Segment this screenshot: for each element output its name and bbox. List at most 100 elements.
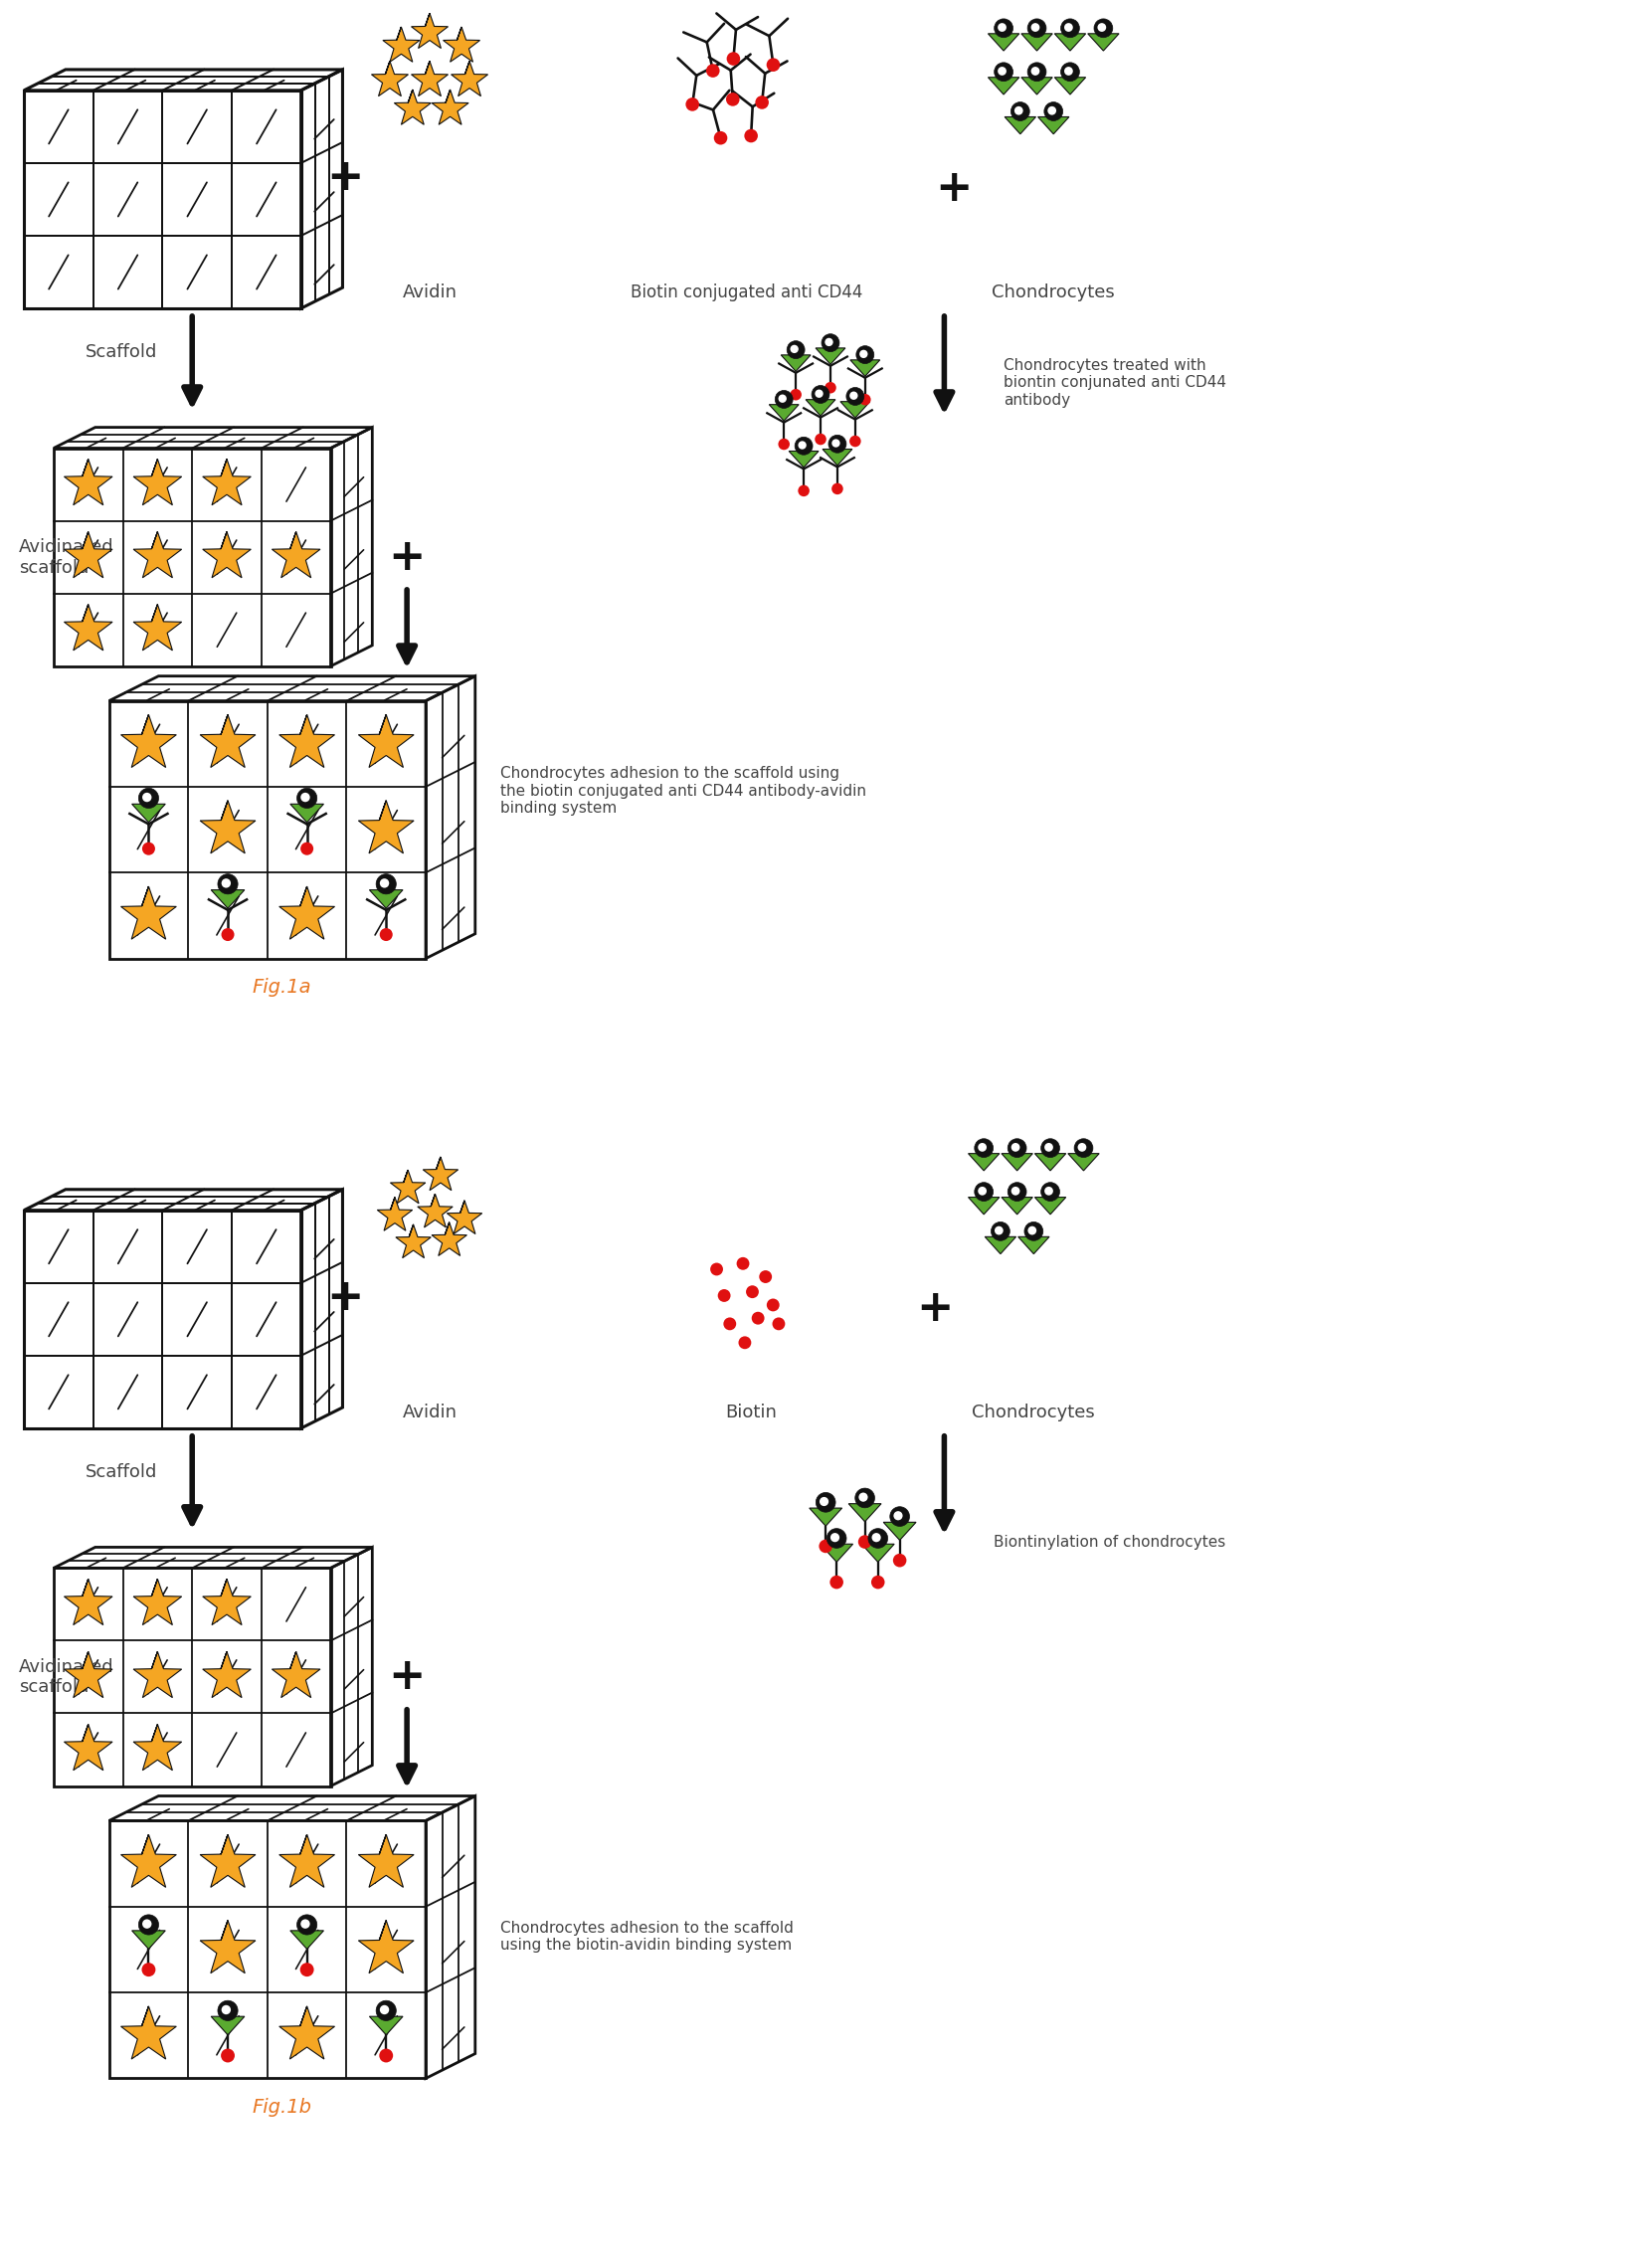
Circle shape — [849, 392, 857, 399]
Polygon shape — [134, 460, 182, 505]
Circle shape — [894, 1553, 907, 1567]
Circle shape — [831, 482, 843, 494]
Circle shape — [795, 437, 813, 455]
Polygon shape — [203, 1652, 251, 1697]
Text: Biotin: Biotin — [725, 1404, 776, 1422]
Circle shape — [1061, 18, 1079, 38]
Circle shape — [814, 390, 823, 397]
Circle shape — [859, 394, 871, 406]
Text: +: + — [915, 1287, 953, 1330]
Text: Avidinated
scaffold: Avidinated scaffold — [18, 1657, 114, 1697]
Polygon shape — [358, 715, 415, 766]
Polygon shape — [862, 1544, 894, 1562]
Polygon shape — [849, 1503, 881, 1521]
Polygon shape — [988, 34, 1019, 52]
Circle shape — [221, 2049, 235, 2062]
Polygon shape — [1021, 34, 1052, 52]
Text: Chondrocytes: Chondrocytes — [991, 284, 1115, 302]
Circle shape — [829, 1576, 843, 1589]
Polygon shape — [200, 800, 256, 854]
Text: Fig.1a: Fig.1a — [253, 978, 312, 996]
Circle shape — [301, 793, 311, 802]
Circle shape — [846, 388, 864, 406]
Polygon shape — [370, 890, 403, 908]
Circle shape — [301, 1918, 311, 1929]
Polygon shape — [64, 1652, 112, 1697]
Polygon shape — [1001, 1197, 1032, 1215]
Text: +: + — [327, 1276, 363, 1319]
Text: Avidin: Avidin — [403, 1404, 458, 1422]
Polygon shape — [816, 347, 846, 365]
Polygon shape — [134, 1578, 182, 1625]
Polygon shape — [358, 800, 415, 854]
Circle shape — [767, 1298, 780, 1312]
Circle shape — [849, 435, 861, 446]
Polygon shape — [985, 1237, 1016, 1253]
Circle shape — [1074, 1138, 1094, 1156]
Polygon shape — [968, 1154, 999, 1170]
Circle shape — [778, 440, 790, 451]
Text: +: + — [327, 156, 363, 198]
Text: Biontinylation of chondrocytes: Biontinylation of chondrocytes — [995, 1535, 1226, 1551]
Circle shape — [828, 435, 846, 453]
Polygon shape — [1001, 1154, 1032, 1170]
Polygon shape — [968, 1197, 999, 1215]
Circle shape — [737, 1258, 750, 1269]
Polygon shape — [1067, 1154, 1099, 1170]
Polygon shape — [823, 449, 852, 467]
Polygon shape — [790, 451, 819, 467]
Circle shape — [717, 1289, 730, 1303]
Text: Biotin conjugated anti CD44: Biotin conjugated anti CD44 — [631, 284, 862, 302]
Circle shape — [1031, 23, 1039, 32]
Circle shape — [1041, 1183, 1059, 1201]
Circle shape — [859, 1492, 867, 1501]
Polygon shape — [279, 715, 335, 766]
Polygon shape — [358, 1920, 415, 1972]
Polygon shape — [279, 2006, 335, 2060]
Circle shape — [975, 1183, 993, 1201]
Circle shape — [857, 1535, 872, 1548]
Circle shape — [978, 1143, 986, 1152]
Polygon shape — [132, 1932, 165, 1950]
Circle shape — [221, 879, 231, 888]
Circle shape — [872, 1533, 881, 1542]
Polygon shape — [121, 2006, 177, 2060]
Circle shape — [1024, 1222, 1042, 1240]
Circle shape — [727, 52, 740, 65]
Polygon shape — [423, 1156, 458, 1190]
Circle shape — [814, 433, 826, 444]
Circle shape — [380, 2049, 393, 2062]
Circle shape — [1064, 68, 1072, 74]
Circle shape — [819, 1539, 833, 1553]
Circle shape — [1044, 101, 1062, 122]
Polygon shape — [1034, 1154, 1066, 1170]
Polygon shape — [203, 460, 251, 505]
Circle shape — [1097, 23, 1107, 32]
Circle shape — [747, 1285, 758, 1298]
Circle shape — [139, 789, 159, 809]
Circle shape — [142, 843, 155, 854]
Text: Fig.1b: Fig.1b — [253, 2098, 312, 2117]
Circle shape — [998, 23, 1006, 32]
Circle shape — [790, 345, 798, 354]
Circle shape — [786, 340, 805, 358]
Circle shape — [1047, 106, 1056, 115]
Polygon shape — [806, 399, 836, 417]
Circle shape — [142, 1918, 152, 1929]
Circle shape — [1044, 1186, 1052, 1195]
Polygon shape — [200, 715, 256, 766]
Circle shape — [1011, 1186, 1019, 1195]
Circle shape — [755, 95, 768, 108]
Polygon shape — [134, 1724, 182, 1769]
Circle shape — [767, 59, 780, 72]
Circle shape — [778, 394, 786, 403]
Polygon shape — [121, 715, 177, 766]
Polygon shape — [377, 1197, 413, 1231]
Polygon shape — [431, 1222, 468, 1255]
Circle shape — [856, 345, 874, 363]
Polygon shape — [64, 460, 112, 505]
Circle shape — [1014, 106, 1023, 115]
Polygon shape — [1054, 77, 1085, 95]
Circle shape — [724, 1316, 737, 1330]
Polygon shape — [390, 1170, 426, 1204]
